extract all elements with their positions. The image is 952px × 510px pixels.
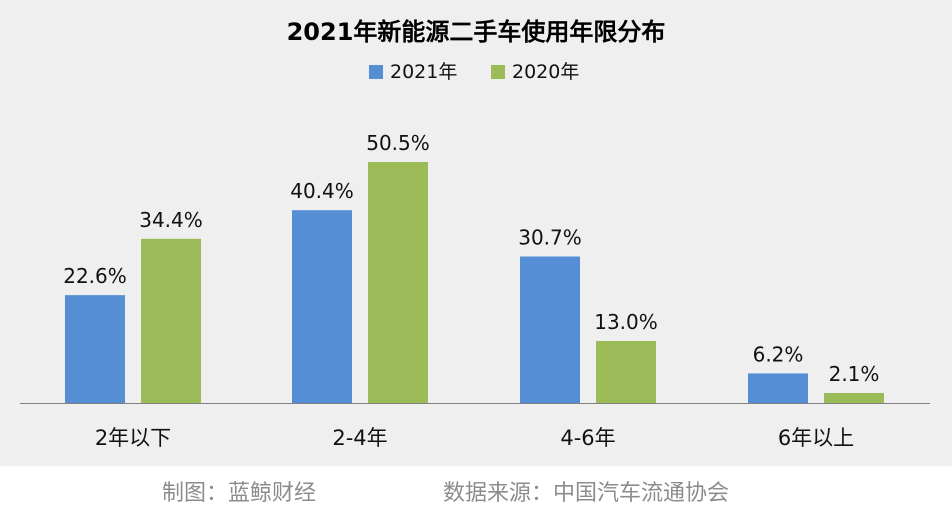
bar-2-2	[368, 162, 428, 403]
data-source: 数据来源：中国汽车流通协会	[443, 481, 730, 506]
category-label-3: 4-6年	[560, 426, 615, 450]
bar-1-2	[292, 210, 352, 403]
data-label-1-2: 40.4%	[290, 179, 354, 203]
bar-1-4	[748, 373, 808, 403]
bar-2-1	[141, 238, 201, 403]
bar-2-4	[824, 392, 884, 403]
bar-2-3	[596, 340, 656, 403]
legend-label-1: 2021年	[390, 61, 457, 83]
data-label-2-1: 34.4%	[139, 208, 203, 232]
bar-1-3	[520, 256, 580, 403]
data-label-2-4: 2.1%	[829, 362, 880, 386]
chart-title: 2021年新能源二手车使用年限分布	[287, 18, 666, 46]
legend-label-2: 2020年	[512, 61, 579, 83]
data-label-2-3: 13.0%	[594, 310, 658, 334]
data-label-1-1: 22.6%	[63, 264, 127, 288]
legend-swatch-1	[369, 65, 383, 79]
data-label-1-3: 30.7%	[518, 225, 582, 249]
bar-chart: 2021年新能源二手车使用年限分布 2021年 2020年 22.6% 34.4% 2年以…	[20, 18, 930, 450]
category-label-1: 2年以下	[95, 426, 171, 450]
category-label-2: 2-4年	[332, 426, 387, 450]
legend-swatch-2	[491, 65, 505, 79]
chart-credit: 制图：蓝鲸财经	[162, 481, 317, 506]
data-label-1-4: 6.2%	[753, 342, 804, 366]
chart-panel: 2021年新能源二手车使用年限分布 2021年 2020年 22.6% 34.4% 2年以…	[0, 0, 952, 466]
category-label-4: 6年以上	[778, 426, 854, 450]
data-label-2-2: 50.5%	[366, 131, 430, 155]
bar-1-1	[65, 295, 125, 403]
footer: 制图：蓝鲸财经 数据来源：中国汽车流通协会	[0, 466, 952, 510]
